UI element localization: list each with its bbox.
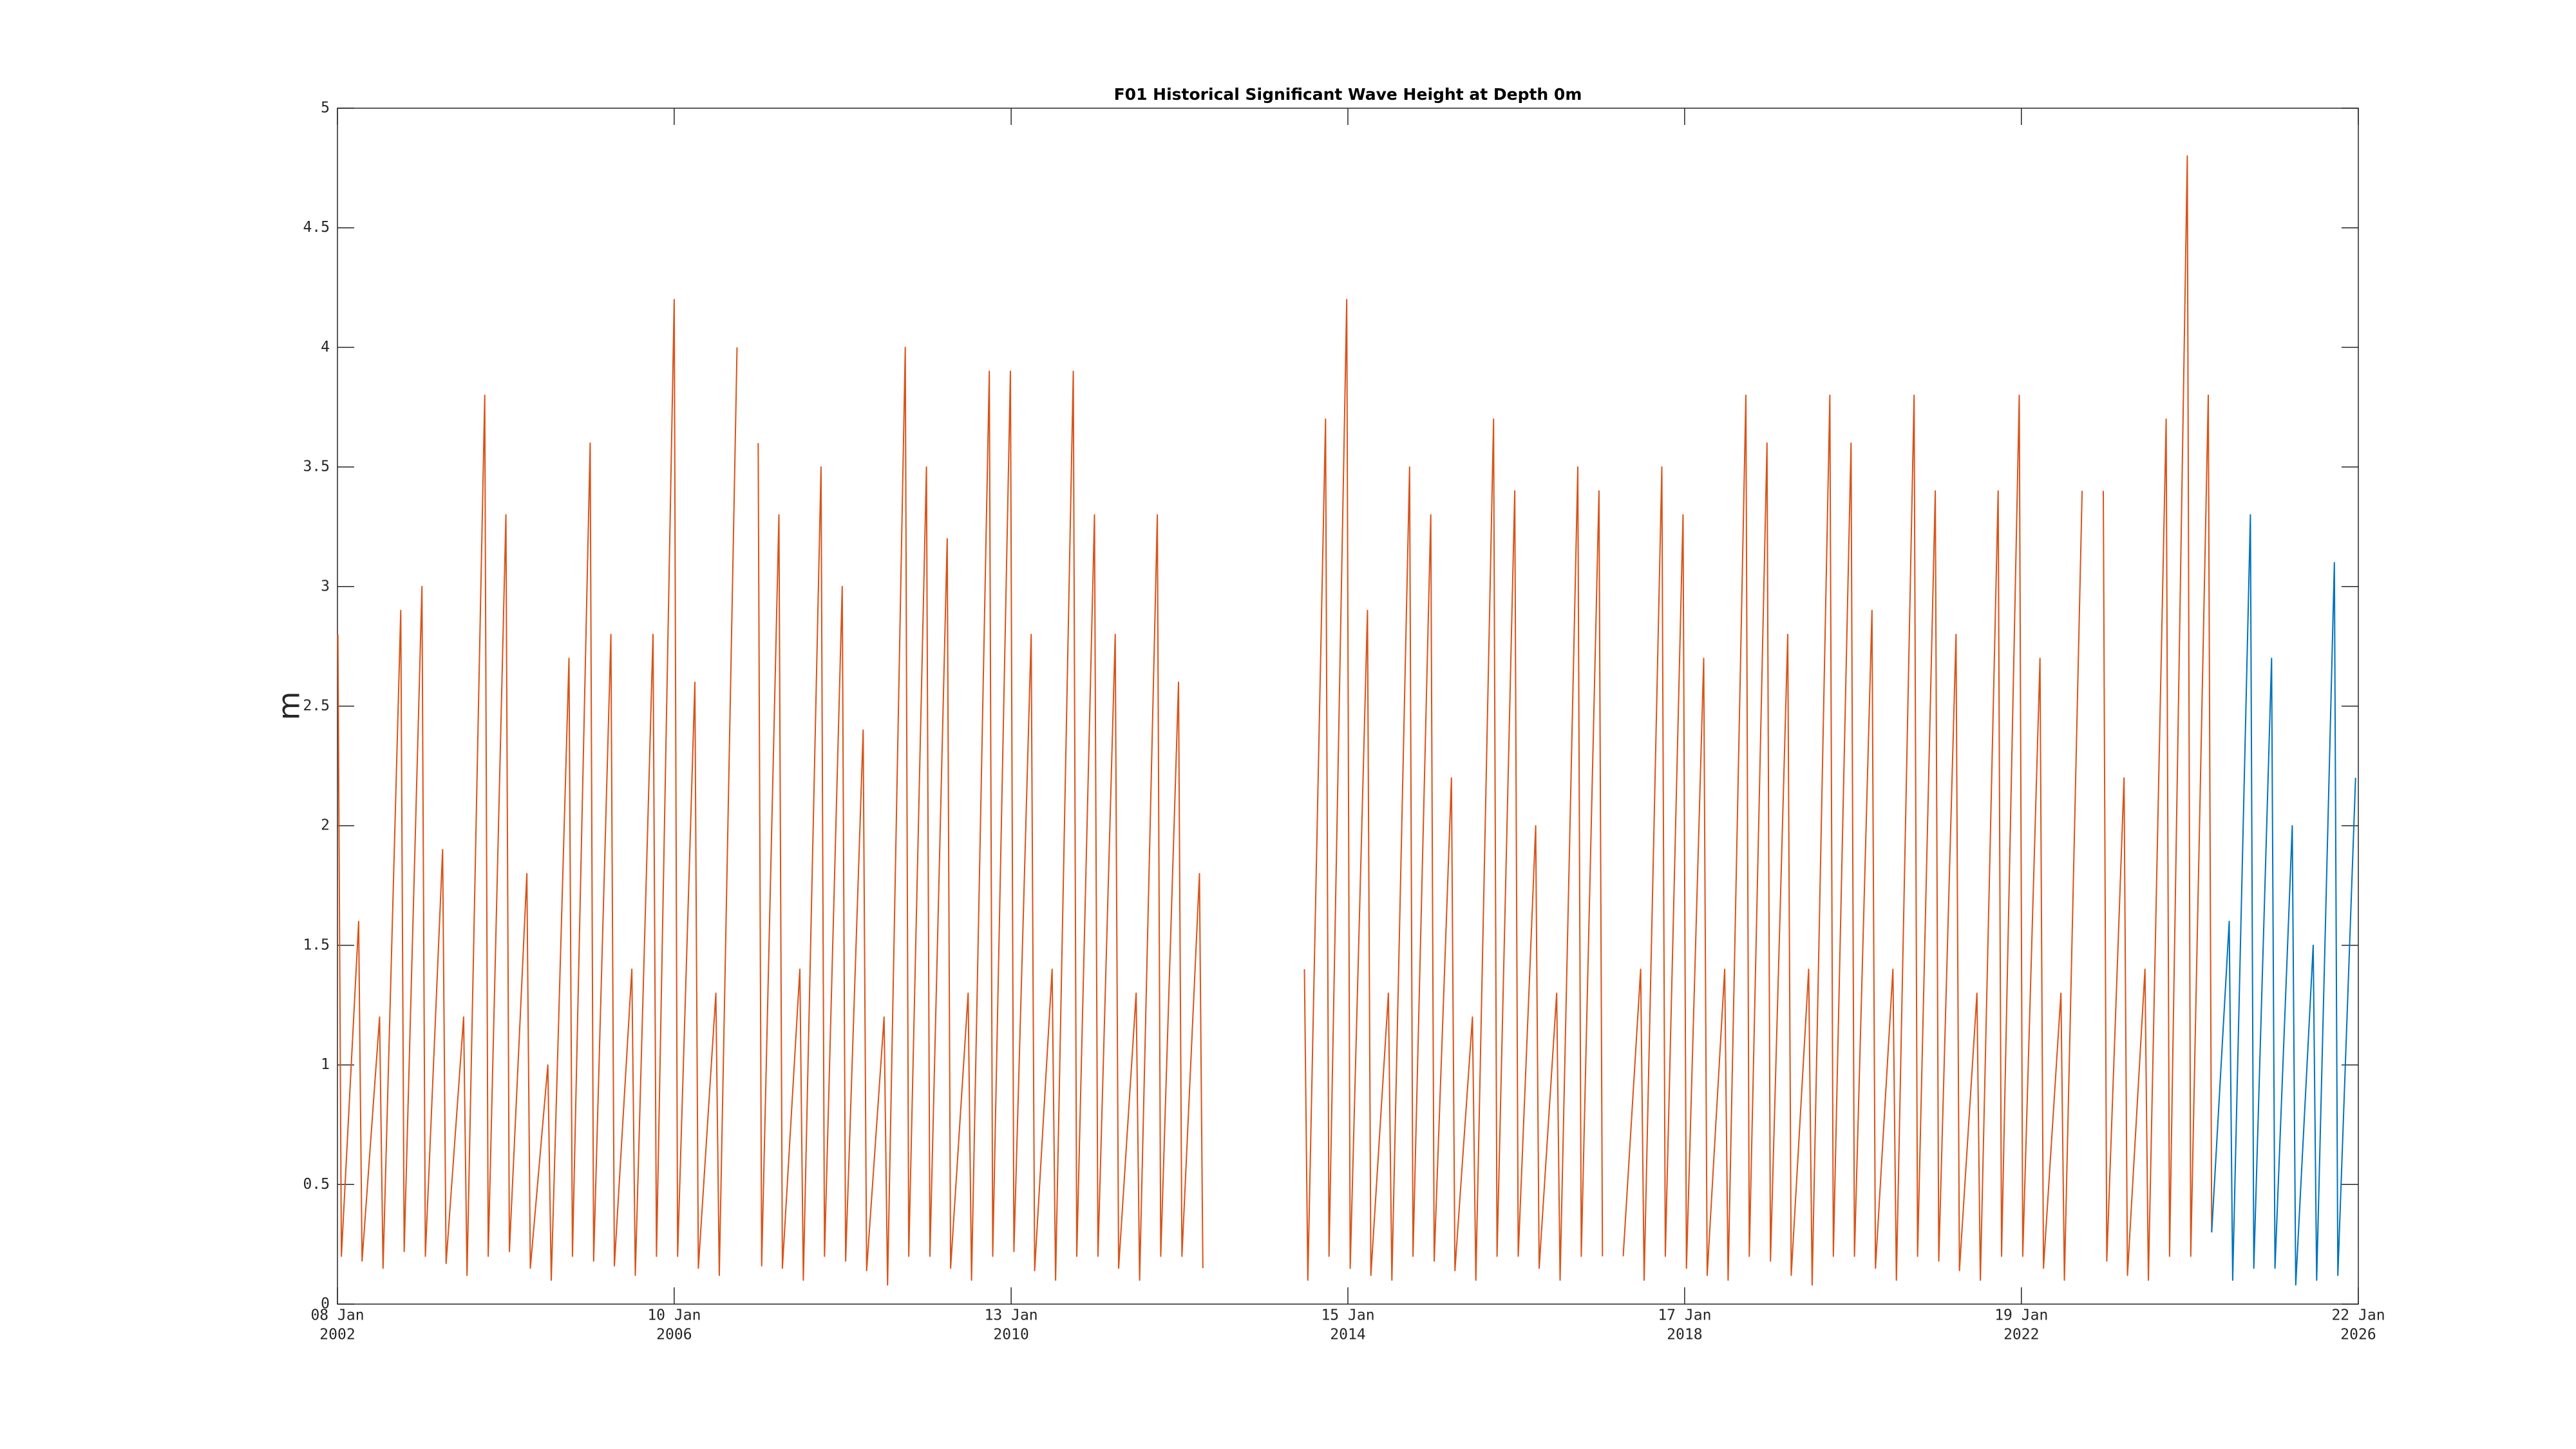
x-tick-label: 10 Jan xyxy=(647,1307,701,1324)
x-tick-label: 22 Jan xyxy=(2331,1307,2385,1324)
data-line xyxy=(2211,514,2356,1286)
y-tick-label: 1 xyxy=(321,1056,330,1073)
y-tick-label: 0.5 xyxy=(303,1176,330,1193)
x-tick-label: 2002 xyxy=(319,1327,355,1343)
x-tick-label: 2026 xyxy=(2340,1327,2376,1343)
x-tick-label: 2022 xyxy=(2003,1327,2039,1343)
data-line xyxy=(337,155,2213,1286)
y-tick-label: 0 xyxy=(321,1296,330,1312)
y-tick-label: 3.5 xyxy=(303,459,330,475)
x-tick-label: 2006 xyxy=(656,1327,692,1343)
y-tick-label: 2.5 xyxy=(303,697,330,714)
y-tick-label: 4.5 xyxy=(303,219,330,236)
x-tick-label: 2010 xyxy=(993,1327,1028,1343)
chart-title: F01 Historical Significant Wave Height a… xyxy=(1114,85,1582,104)
x-tick-label: 2018 xyxy=(1667,1327,1702,1343)
y-tick-label: 4 xyxy=(321,339,330,355)
y-tick-label: 5 xyxy=(321,100,330,117)
y-axis-label: m xyxy=(272,692,307,721)
x-tick-label: 15 Jan xyxy=(1321,1307,1374,1324)
x-tick-label: 17 Jan xyxy=(1658,1307,1711,1324)
y-tick-label: 1.5 xyxy=(303,936,330,953)
x-tick-label: 2014 xyxy=(1330,1327,1365,1343)
x-tick-label: 19 Jan xyxy=(1994,1307,2048,1324)
y-tick-label: 3 xyxy=(321,578,330,594)
x-tick-label: 08 Jan xyxy=(310,1307,364,1324)
y-tick-label: 2 xyxy=(321,817,330,834)
x-tick-label: 13 Jan xyxy=(985,1307,1038,1324)
